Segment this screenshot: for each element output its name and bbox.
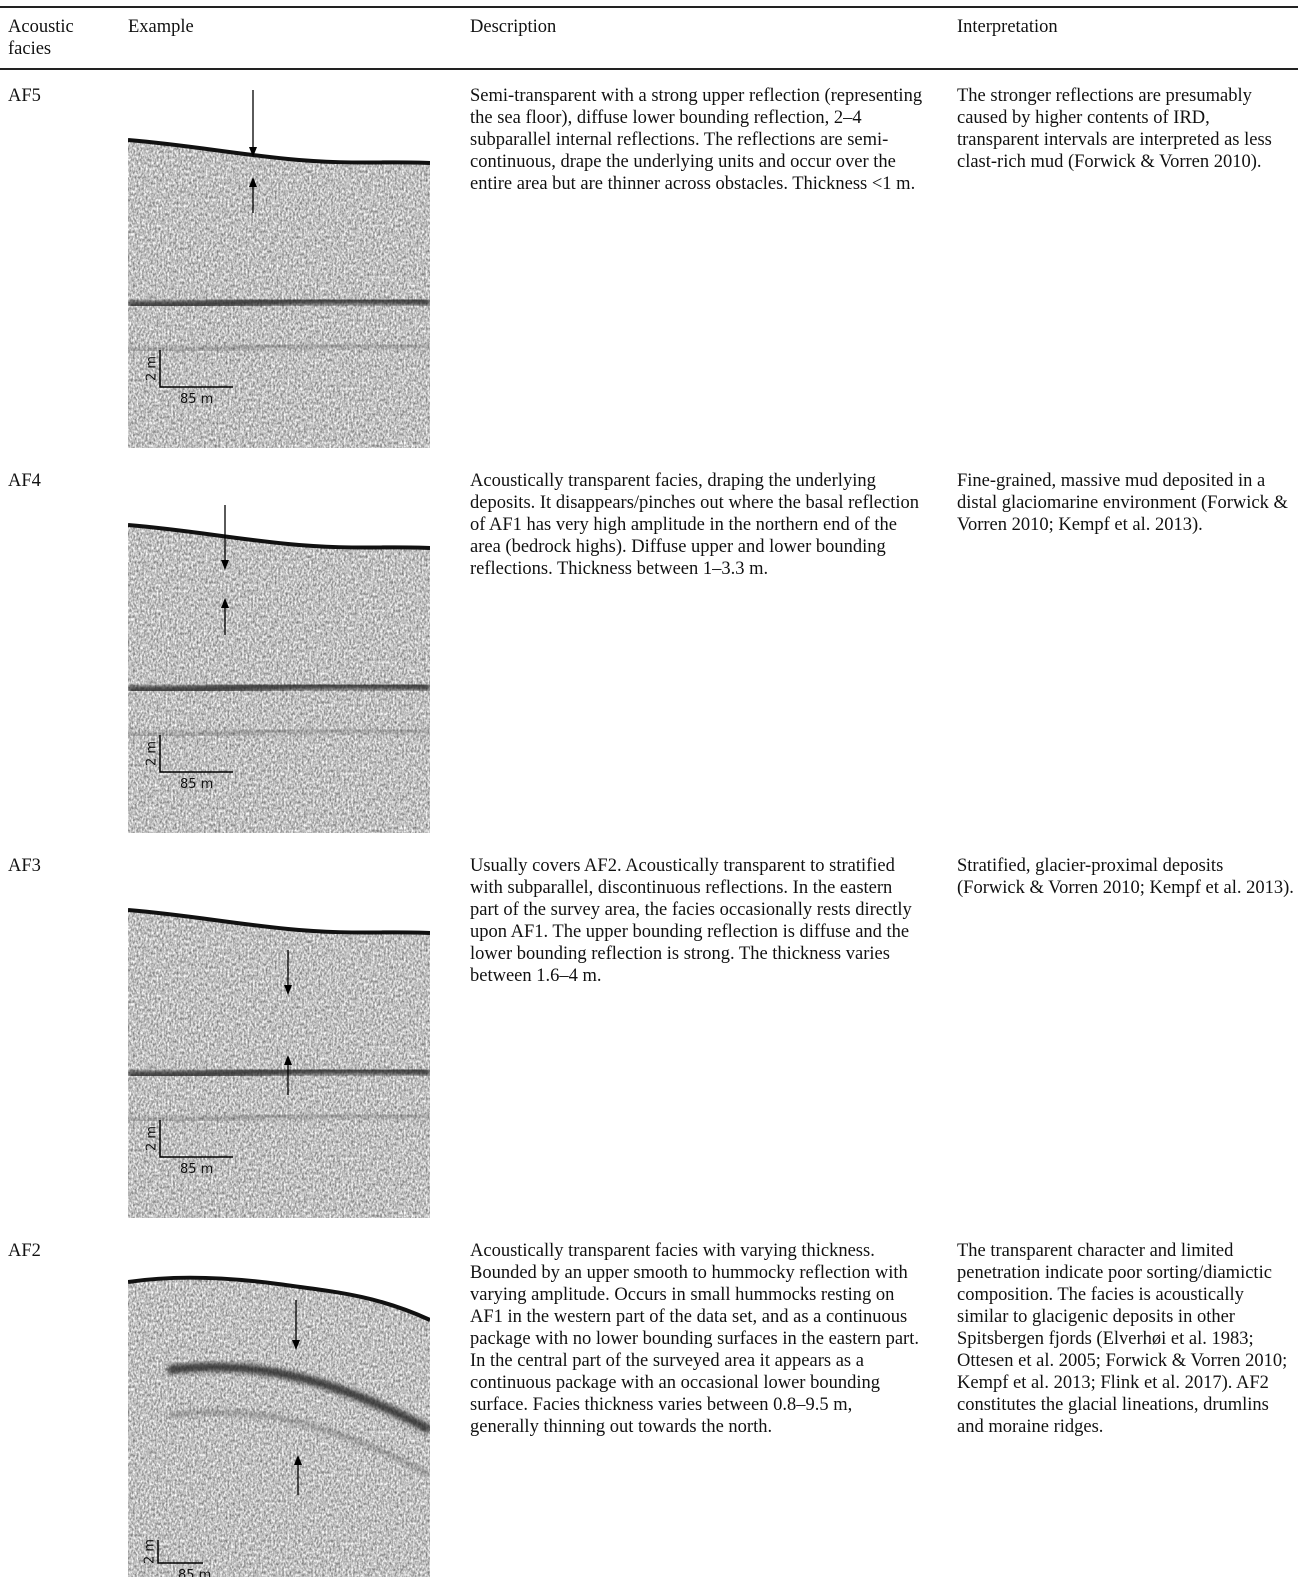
top-rule (0, 6, 1298, 8)
interpretation: Fine-grained, massive mud deposited in a… (957, 470, 1295, 536)
header-cell: Interpretation (957, 16, 1292, 38)
header-cell: Acoustic facies (8, 16, 108, 60)
scale-label: 2 m (145, 741, 160, 766)
interpretation: Stratified, glacier-proximal deposits (F… (957, 855, 1295, 899)
scale-label: 85 m (180, 1162, 213, 1177)
description: Semi-transparent with a strong upper ref… (470, 85, 925, 195)
image-grain (128, 500, 430, 833)
interpretation: The stronger reflections are presumably … (957, 85, 1295, 173)
example-image: 2 m 85 m (128, 1240, 430, 1577)
example-image: 2 m 85 m (128, 470, 430, 833)
interpretation: The transparent character and limited pe… (957, 1240, 1295, 1438)
scale-label: 2 m (143, 1539, 158, 1564)
header-cell: Example (128, 16, 428, 38)
image-grain (128, 1270, 430, 1577)
reflector (128, 300, 430, 305)
scale-label: 85 m (178, 1568, 211, 1577)
header-rule (0, 68, 1298, 70)
facies-label: AF3 (8, 855, 108, 877)
scale-label: 85 m (180, 392, 213, 407)
facies-label: AF5 (8, 85, 108, 107)
reflector (128, 1070, 430, 1075)
description: Acoustically transparent facies with var… (470, 1240, 925, 1438)
image-grain (128, 115, 430, 448)
scale-label: 85 m (180, 777, 213, 792)
scale-label: 2 m (145, 356, 160, 381)
scale-label: 2 m (145, 1126, 160, 1151)
example-image: 2 m 85 m (128, 85, 430, 448)
image-grain (128, 885, 430, 1218)
description: Acoustically transparent facies, draping… (470, 470, 925, 580)
facies-label: AF4 (8, 470, 108, 492)
reflector (128, 685, 430, 690)
facies-label: AF2 (8, 1240, 108, 1262)
header-cell: Description (470, 16, 920, 38)
example-image: 2 m 85 m (128, 855, 430, 1218)
description: Usually covers AF2. Acoustically transpa… (470, 855, 925, 987)
page: Acoustic facies Example Description Inte… (0, 0, 1298, 1577)
